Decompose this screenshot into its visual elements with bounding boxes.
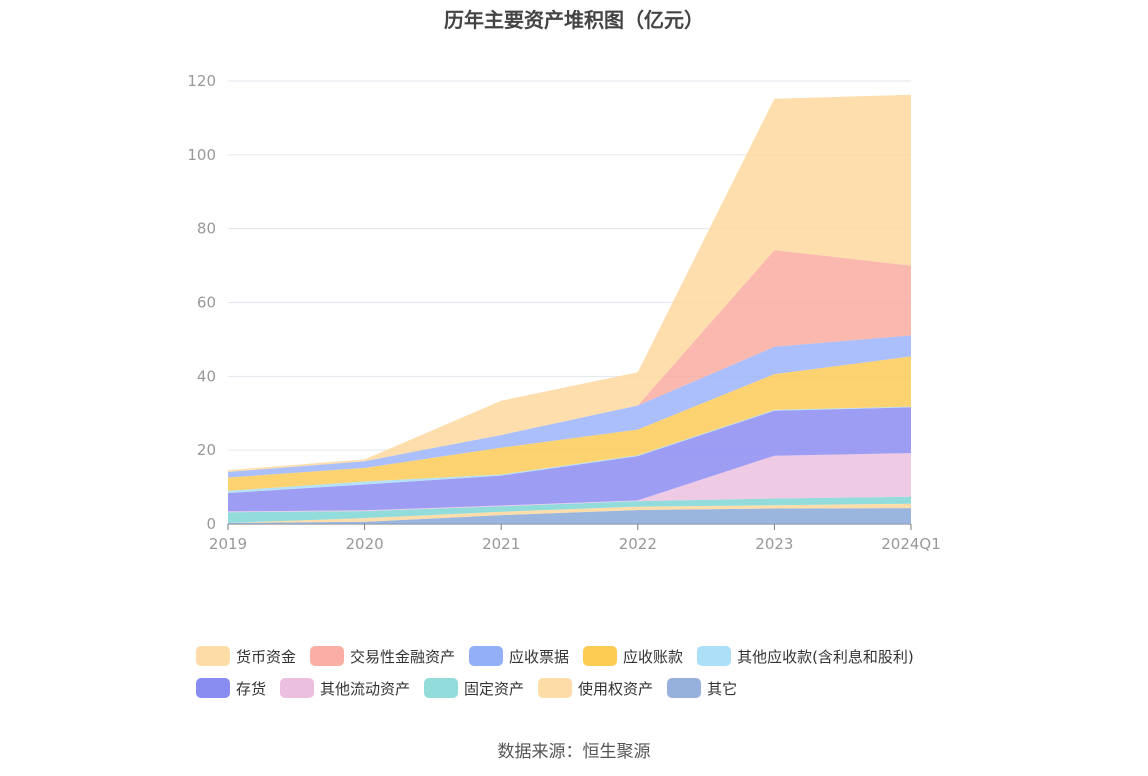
legend-item[interactable]: 其他流动资产 bbox=[280, 678, 410, 699]
area-series-其它[interactable] bbox=[228, 508, 911, 524]
legend-swatch bbox=[469, 646, 504, 666]
legend-swatch bbox=[196, 646, 230, 666]
legend-label: 应收账款 bbox=[623, 647, 684, 666]
legend-item[interactable]: 固定资产 bbox=[424, 678, 524, 699]
legend-item[interactable]: 应收账款 bbox=[583, 646, 683, 667]
legend-swatch bbox=[424, 678, 459, 698]
legend-item[interactable]: 存货 bbox=[196, 678, 266, 699]
y-tick-label: 60 bbox=[197, 294, 216, 312]
area-series-应收票据[interactable] bbox=[228, 335, 911, 478]
x-tick-label: 2019 bbox=[209, 535, 247, 553]
legend-label: 固定资产 bbox=[464, 679, 525, 698]
legend-swatch bbox=[310, 646, 345, 666]
legend-label: 交易性金融资产 bbox=[350, 647, 456, 666]
legend-row: 货币资金 交易性金融资产 应收票据 应收账款 其他应收款(含利息和股利) bbox=[196, 640, 996, 672]
legend-label: 其他流动资产 bbox=[320, 679, 411, 698]
legend-swatch bbox=[196, 678, 230, 698]
legend-label: 使用权资产 bbox=[578, 679, 654, 698]
y-tick-label: 80 bbox=[197, 220, 216, 238]
area-series-其他流动资产[interactable] bbox=[228, 453, 911, 513]
area-series-应收账款[interactable] bbox=[228, 356, 911, 491]
area-series-货币资金[interactable] bbox=[228, 94, 911, 472]
stacked-area-chart: 0 20 40 60 80 100 120 2019 2020 2021 2022 2023 2024Q… bbox=[187, 72, 940, 553]
axes: 0 20 40 60 80 100 120 2019 2020 2021 2022 2023 2024Q… bbox=[187, 72, 940, 553]
x-tick-label: 2023 bbox=[755, 535, 793, 553]
y-tick-label: 100 bbox=[187, 146, 216, 164]
y-tick-label: 0 bbox=[206, 515, 216, 533]
legend-swatch bbox=[583, 646, 618, 666]
area-series-使用权资产[interactable] bbox=[228, 503, 911, 523]
legend-item[interactable]: 交易性金融资产 bbox=[310, 646, 455, 667]
legend-swatch bbox=[667, 678, 702, 698]
legend-swatch bbox=[538, 678, 573, 698]
legend-label: 其他应收款(含利息和股利) bbox=[737, 647, 914, 666]
legend-swatch bbox=[280, 678, 315, 698]
chart-title: 历年主要资产堆积图（亿元） bbox=[444, 8, 704, 32]
legend-item[interactable]: 使用权资产 bbox=[538, 678, 653, 699]
legend-label: 应收票据 bbox=[509, 647, 570, 666]
legend: 货币资金 交易性金融资产 应收票据 应收账款 其他应收款(含利息和股利) 存货 其他流动资… bbox=[196, 640, 996, 704]
area-series-固定资产[interactable] bbox=[228, 496, 911, 523]
x-tick-label: 2022 bbox=[619, 535, 657, 553]
x-tick-label: 2021 bbox=[482, 535, 520, 553]
y-tick-label: 20 bbox=[197, 441, 216, 459]
area-series bbox=[228, 94, 911, 524]
legend-item[interactable]: 其它 bbox=[667, 678, 737, 699]
legend-label: 其它 bbox=[707, 679, 738, 698]
x-tick-label: 2024Q1 bbox=[881, 535, 941, 553]
legend-item[interactable]: 应收票据 bbox=[469, 646, 569, 667]
legend-item[interactable]: 货币资金 bbox=[196, 646, 296, 667]
y-tick-label: 120 bbox=[187, 72, 216, 90]
legend-swatch bbox=[697, 646, 732, 666]
legend-row: 存货 其他流动资产 固定资产 使用权资产 其它 bbox=[196, 672, 996, 704]
area-series-交易性金融资产[interactable] bbox=[228, 250, 911, 472]
area-series-存货[interactable] bbox=[228, 407, 911, 512]
y-tick-label: 40 bbox=[197, 367, 216, 385]
x-tick-label: 2020 bbox=[346, 535, 384, 553]
legend-item[interactable]: 其他应收款(含利息和股利) bbox=[697, 646, 914, 667]
legend-label: 货币资金 bbox=[236, 647, 297, 666]
legend-label: 存货 bbox=[236, 679, 267, 698]
source-note: 数据来源：恒生聚源 bbox=[497, 742, 651, 762]
